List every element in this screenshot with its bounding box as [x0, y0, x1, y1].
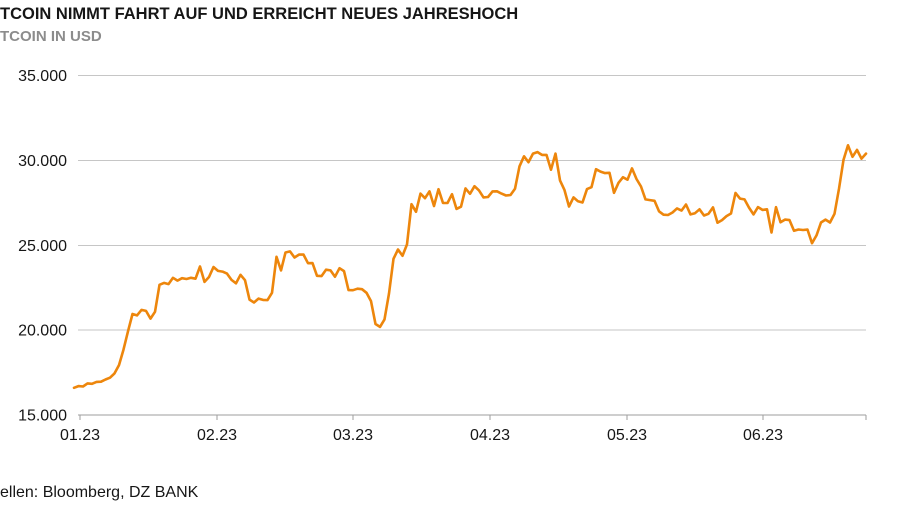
x-axis-label: 05.23 [607, 427, 647, 444]
source-note: ellen: Bloomberg, DZ BANK [0, 484, 199, 501]
y-axis-label: 35.000 [18, 68, 67, 85]
x-axis-label: 04.23 [470, 427, 510, 444]
x-axis-label: 02.23 [197, 427, 237, 444]
price-line-series [72, 144, 868, 390]
y-axis-label: 20.000 [18, 323, 67, 340]
x-axis-label: 01.23 [60, 427, 100, 444]
y-axis-label: 30.000 [18, 153, 67, 170]
chart-title: TCOIN NIMMT FAHRT AUF UND ERREICHT NEUES… [0, 5, 519, 23]
x-axis-label: 03.23 [333, 427, 373, 444]
chart-subtitle: TCOIN IN USD [0, 28, 102, 45]
y-axis-label: 25.000 [18, 238, 67, 255]
y-axis-label: 15.000 [18, 408, 67, 425]
x-axis-label: 06.23 [743, 427, 783, 444]
